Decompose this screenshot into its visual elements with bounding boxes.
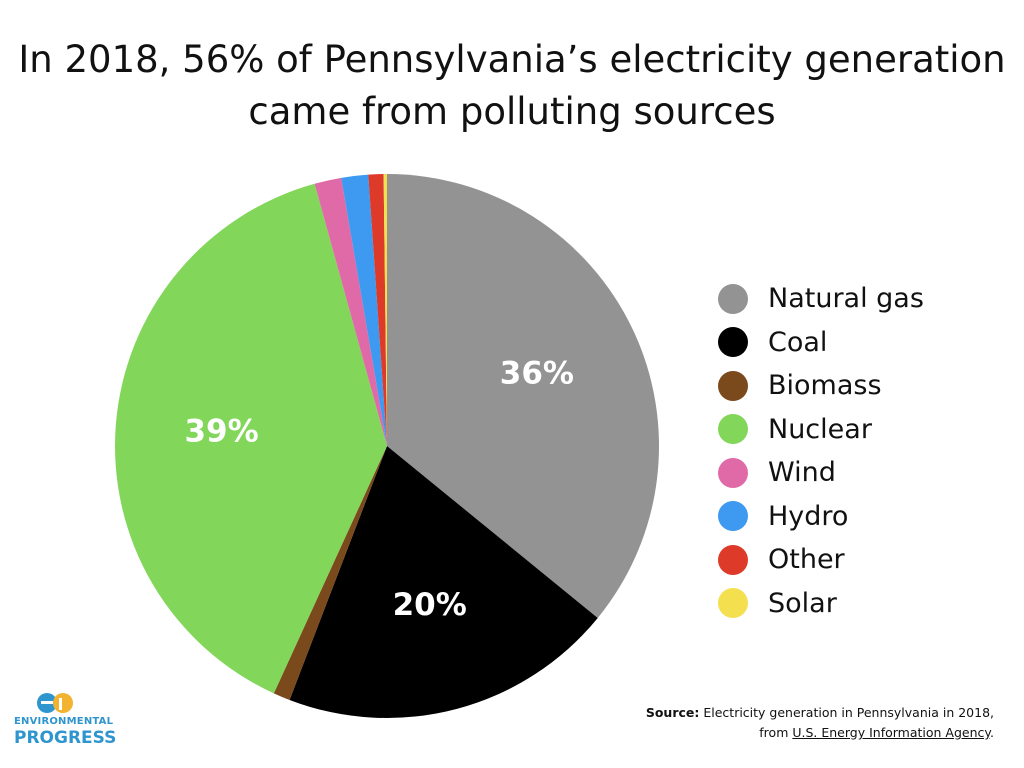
legend-item-biomass: Biomass [718,364,1018,408]
pie-labels: 36% 20% 39% [184,355,574,623]
source-text-1: Electricity generation in Pennsylvania i… [703,705,994,720]
pie-slice-wind [314,177,387,446]
legend-label-natural-gas: Natural gas [768,283,924,315]
legend-label-nuclear: Nuclear [768,413,872,445]
legend-swatch-solar [718,588,748,619]
legend-swatch-natural-gas [718,283,748,314]
logo-mark-icon [37,693,73,713]
legend-swatch-hydro [718,501,748,532]
legend-swatch-biomass [718,370,748,401]
chart-title-line-2: came from polluting sources [248,90,776,133]
pie-slice-biomass [273,446,387,700]
environmental-progress-logo: ENVIRONMENTAL PROGRESS [14,692,117,752]
pie-slice-natural-gas [387,174,660,618]
legend-label-other: Other [768,544,845,576]
legend-label-coal: Coal [768,326,828,358]
legend-label-biomass: Biomass [768,370,882,402]
legend: Natural gas Coal Biomass Nuclear Wind Hydro Ot… [718,277,1018,625]
pie-label-natural-gas: 36% [500,355,574,391]
source-text-3: . [990,725,994,740]
source-prefix: Source: [645,705,700,720]
legend-item-nuclear: Nuclear [718,408,1018,452]
legend-swatch-nuclear [718,414,748,445]
pie-slice-nuclear [114,183,388,694]
source-line-2: from U.S. Energy Information Agency. [646,723,994,743]
source-text-2: from [759,725,789,740]
legend-label-hydro: Hydro [768,500,849,532]
pie-label-coal: 20% [393,587,467,623]
legend-item-solar: Solar [718,582,1018,626]
pie-slice-other [368,174,387,446]
legend-item-other: Other [718,538,1018,582]
pie-slice-coal [289,446,598,719]
source-note: Source: Electricity generation in Pennsy… [646,703,994,743]
pie-slice-hydro [341,174,387,446]
pie-slice-solar [383,173,387,446]
legend-label-wind: Wind [768,457,836,489]
legend-item-hydro: Hydro [718,495,1018,539]
chart-title: In 2018, 56% of Pennsylvania’s electrici… [0,34,1024,138]
logo-text-line-2: PROGRESS [14,728,117,748]
legend-item-natural-gas: Natural gas [718,277,1018,321]
logo-text-line-1: ENVIRONMENTAL [14,716,114,727]
legend-item-coal: Coal [718,321,1018,365]
legend-swatch-coal [718,327,748,358]
pie-slices [114,173,660,719]
legend-swatch-wind [718,457,748,488]
source-line-1: Source: Electricity generation in Pennsy… [646,703,994,723]
legend-swatch-other [718,544,748,575]
chart-title-line-1: In 2018, 56% of Pennsylvania’s electrici… [18,38,1006,81]
pie-label-nuclear: 39% [184,413,258,449]
legend-item-wind: Wind [718,451,1018,495]
source-link[interactable]: U.S. Energy Information Agency [792,725,991,740]
legend-label-solar: Solar [768,587,837,619]
